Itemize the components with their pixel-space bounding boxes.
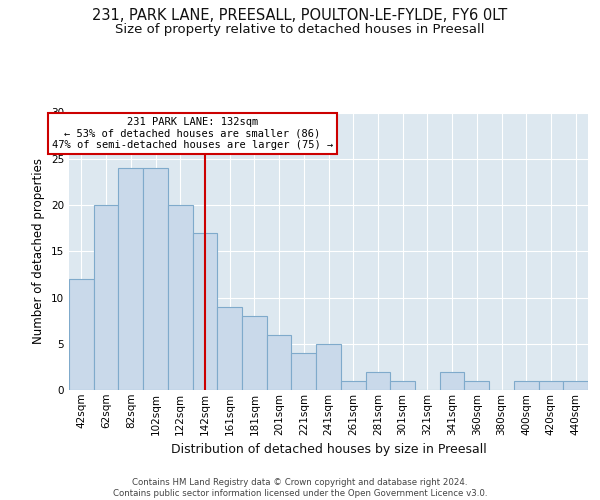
Bar — [464, 381, 489, 390]
Text: Contains HM Land Registry data © Crown copyright and database right 2024.
Contai: Contains HM Land Registry data © Crown c… — [113, 478, 487, 498]
Bar — [539, 381, 563, 390]
Bar — [267, 334, 292, 390]
Bar — [193, 233, 217, 390]
Bar — [365, 372, 390, 390]
Bar — [242, 316, 267, 390]
Text: Size of property relative to detached houses in Preesall: Size of property relative to detached ho… — [115, 22, 485, 36]
Bar — [217, 306, 242, 390]
Bar — [514, 381, 539, 390]
Bar — [341, 381, 365, 390]
Bar — [292, 353, 316, 390]
Text: 231, PARK LANE, PREESALL, POULTON-LE-FYLDE, FY6 0LT: 231, PARK LANE, PREESALL, POULTON-LE-FYL… — [92, 8, 508, 22]
Text: Distribution of detached houses by size in Preesall: Distribution of detached houses by size … — [171, 442, 487, 456]
Y-axis label: Number of detached properties: Number of detached properties — [32, 158, 46, 344]
Bar — [69, 279, 94, 390]
Bar — [168, 205, 193, 390]
Text: 231 PARK LANE: 132sqm
← 53% of detached houses are smaller (86)
47% of semi-deta: 231 PARK LANE: 132sqm ← 53% of detached … — [52, 117, 333, 150]
Bar — [94, 205, 118, 390]
Bar — [316, 344, 341, 390]
Bar — [390, 381, 415, 390]
Bar — [118, 168, 143, 390]
Bar — [440, 372, 464, 390]
Bar — [143, 168, 168, 390]
Bar — [563, 381, 588, 390]
